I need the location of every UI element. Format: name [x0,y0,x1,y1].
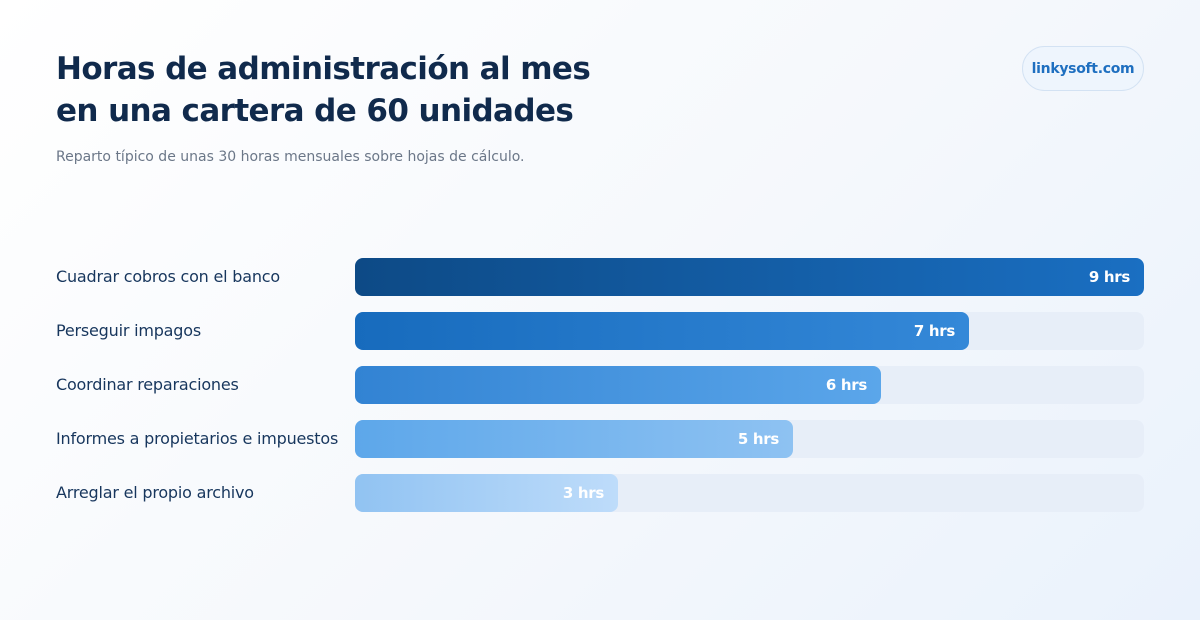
bar-value-label: 6 hrs [825,376,867,394]
brand-badge[interactable]: linkysoft.com [1022,46,1144,91]
bar-value-label: 3 hrs [562,484,604,502]
bar-chart: Cuadrar cobros con el banco 9 hrs Persegui… [56,258,1144,528]
category-label: Coordinar reparaciones [56,375,239,394]
category-label: Arreglar el propio archivo [56,483,254,502]
bar-track: 5 hrs [355,420,1144,458]
bar-row: Perseguir impagos 7 hrs [56,312,1144,350]
category-label: Perseguir impagos [56,321,201,340]
bar-row: Cuadrar cobros con el banco 9 hrs [56,258,1144,296]
chart-subtitle: Reparto típico de unas 30 horas mensuale… [56,149,525,165]
bar-row: Informes a propietarios e impuestos 5 hrs [56,420,1144,458]
category-label: Cuadrar cobros con el banco [56,267,280,286]
bar [355,258,1144,296]
chart-title-line-2: en una cartera de 60 unidades [56,93,574,129]
category-label: Informes a propietarios e impuestos [56,429,339,448]
bar-row: Coordinar reparaciones 6 hrs [56,366,1144,404]
bar-track: 3 hrs [355,474,1144,512]
bar-value-label: 7 hrs [913,322,955,340]
bar [355,474,618,512]
bar-track: 9 hrs [355,258,1144,296]
bar [355,366,881,404]
chart-title: Horas de administración al mes en una ca… [56,48,676,132]
bar-row: Arreglar el propio archivo 3 hrs [56,474,1144,512]
chart-title-line-1: Horas de administración al mes [56,51,591,87]
bar [355,420,793,458]
bar-track: 6 hrs [355,366,1144,404]
bar-value-label: 5 hrs [737,430,779,448]
bar [355,312,969,350]
bar-track: 7 hrs [355,312,1144,350]
bar-value-label: 9 hrs [1088,268,1130,286]
